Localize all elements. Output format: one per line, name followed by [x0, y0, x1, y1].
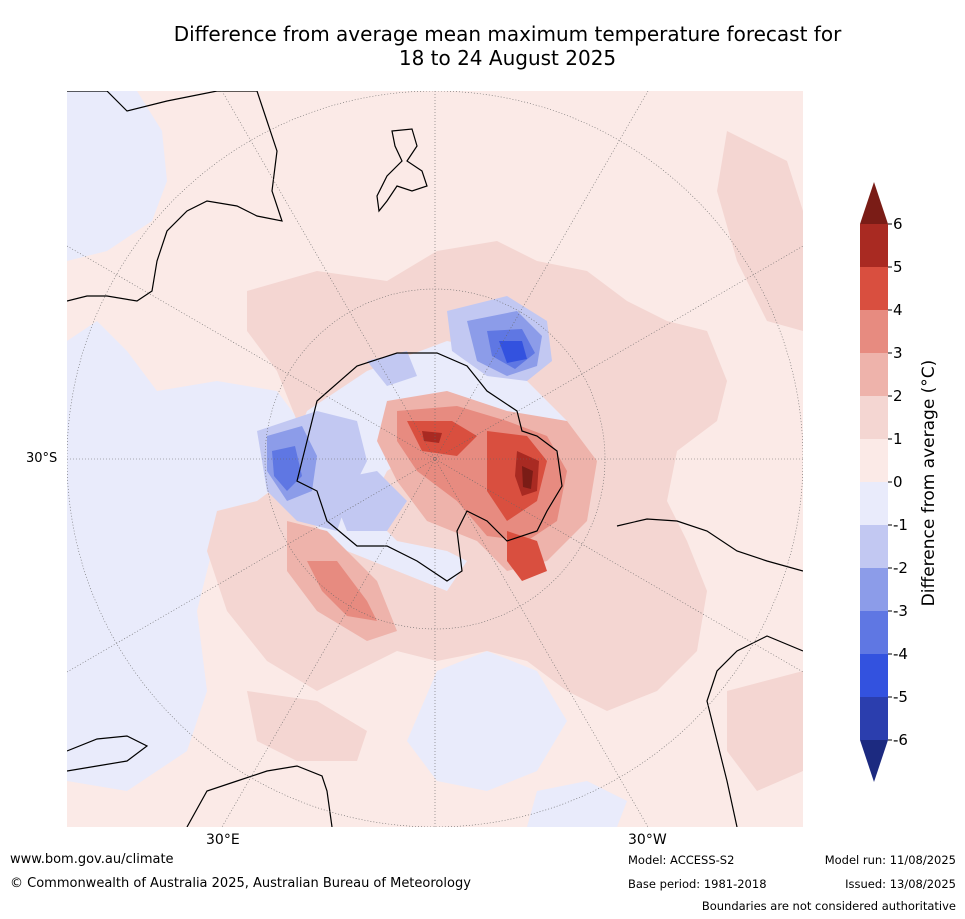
colorbar-tick-label: -2: [893, 559, 908, 577]
footer-copyright: © Commonwealth of Australia 2025, Austra…: [10, 876, 471, 891]
footer-disclaimer: Boundaries are not considered authoritat…: [701, 899, 956, 913]
new-zealand-coastline: [376, 128, 428, 213]
colorbar-tick-label: 4: [893, 301, 903, 319]
australia-coastline: [67, 91, 283, 302]
temperature-anomaly-map: [67, 91, 803, 827]
colorbar: 6 5 4 3 2 1 0 -1 -2 -3 -4 -5 -6: [860, 182, 908, 782]
footer-issued: Issued: 13/08/2025: [845, 877, 956, 891]
map-title: Difference from average mean maximum tem…: [0, 22, 965, 70]
colorbar-segment: [860, 353, 888, 396]
colorbar-segment: [860, 396, 888, 439]
colorbar-tick-label: 3: [893, 344, 903, 362]
colorbar-tick-label: 6: [893, 215, 903, 233]
colorbar-tick-label: 1: [893, 430, 903, 448]
footer-model: Model: ACCESS-S2: [628, 853, 735, 867]
madagascar-coastline: [67, 735, 149, 772]
title-line-1: Difference from average mean maximum tem…: [173, 22, 842, 46]
colorbar-tick-label: 5: [893, 258, 903, 276]
antarctica-coastline: [296, 352, 563, 582]
lon-label-30e: 30°E: [206, 832, 240, 848]
colorbar-segment: [860, 439, 888, 482]
footer-base-period: Base period: 1981-2018: [628, 877, 767, 891]
colorbar-tick-label: -1: [893, 516, 908, 534]
colorbar-extend-bottom: [860, 740, 888, 782]
anomaly-negative-strongest-region: [499, 341, 527, 363]
footer-website[interactable]: www.bom.gov.au/climate: [10, 852, 174, 867]
anomaly-above-6-region: [522, 466, 533, 489]
colorbar-segment: [860, 568, 888, 611]
colorbar-tick-label: -5: [893, 688, 908, 706]
colorbar-segment: [860, 310, 888, 353]
africa-coastline: [186, 765, 333, 827]
colorbar-segment: [860, 482, 888, 525]
colorbar-title: Difference from average (°C): [919, 359, 939, 607]
colorbar-tick-label: -6: [893, 731, 908, 749]
colorbar-segment: [860, 224, 888, 267]
colorbar-segment: [860, 267, 888, 310]
colorbar-segment: [860, 525, 888, 568]
colorbar-tick-label: -3: [893, 602, 908, 620]
colorbar-segment: [860, 654, 888, 697]
lon-label-30w: 30°W: [628, 832, 667, 848]
colorbar-tick-label: -4: [893, 645, 908, 663]
south-america-coastline: [616, 518, 803, 827]
colorbar-extend-top: [860, 182, 888, 224]
title-line-2: 18 to 24 August 2025: [398, 46, 617, 70]
colorbar-tick-label: 2: [893, 387, 903, 405]
lat-label-30s: 30°S: [26, 451, 58, 466]
colorbar-tick-label: 0: [893, 473, 903, 491]
map-graticule: [67, 91, 803, 827]
footer-model-run: Model run: 11/08/2025: [824, 853, 956, 867]
colorbar-segment: [860, 611, 888, 654]
colorbar-segment: [860, 697, 888, 740]
